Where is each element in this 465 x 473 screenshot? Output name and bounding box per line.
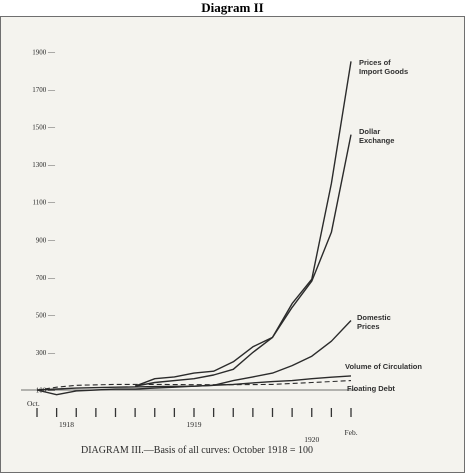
y-tick-label: 1700 — — [32, 86, 56, 94]
y-tick-label: 1500 — — [32, 124, 56, 132]
y-tick-label: 300 — — [36, 349, 56, 357]
y-tick-label: 500 — — [36, 311, 56, 319]
x-axis-label: 1920 — [304, 435, 319, 444]
series-label: Floating Debt — [347, 384, 395, 393]
y-tick-label: 1900 — — [32, 49, 56, 57]
series-line — [36, 380, 352, 391]
chart-svg: 100 — 300 — 500 — 700 — 900 — 1100 — 1300 — 150… — [21, 49, 422, 456]
x-axis-label: Feb. — [344, 428, 357, 437]
y-tick-label: 900 — — [36, 236, 56, 244]
series-label: Prices of Import Goods — [359, 58, 408, 76]
chart-frame: 100 — 300 — 500 — 700 — 900 — 1100 — 1300 — 150… — [0, 16, 465, 473]
x-axis-label: 1919 — [187, 420, 202, 429]
y-tick-label: 700 — — [36, 274, 56, 282]
series-label: Dollar Exchange — [359, 127, 394, 145]
series-line — [36, 320, 352, 396]
y-tick-label: 100 — — [36, 387, 56, 395]
y-tick-label: 1100 — — [33, 199, 56, 207]
series-label: Domestic Prices — [357, 313, 391, 331]
x-axis-label: 1918 — [59, 420, 74, 429]
page-header: Diagram II — [201, 0, 264, 15]
y-tick-label: 1300 — — [32, 161, 56, 169]
series-line — [134, 134, 352, 387]
series-line — [134, 61, 352, 387]
x-axis-label: Oct. — [27, 399, 40, 408]
series-label: Volume of Circulation — [345, 362, 422, 371]
chart-caption: DIAGRAM III.—Basis of all curves: Octobe… — [81, 445, 313, 456]
